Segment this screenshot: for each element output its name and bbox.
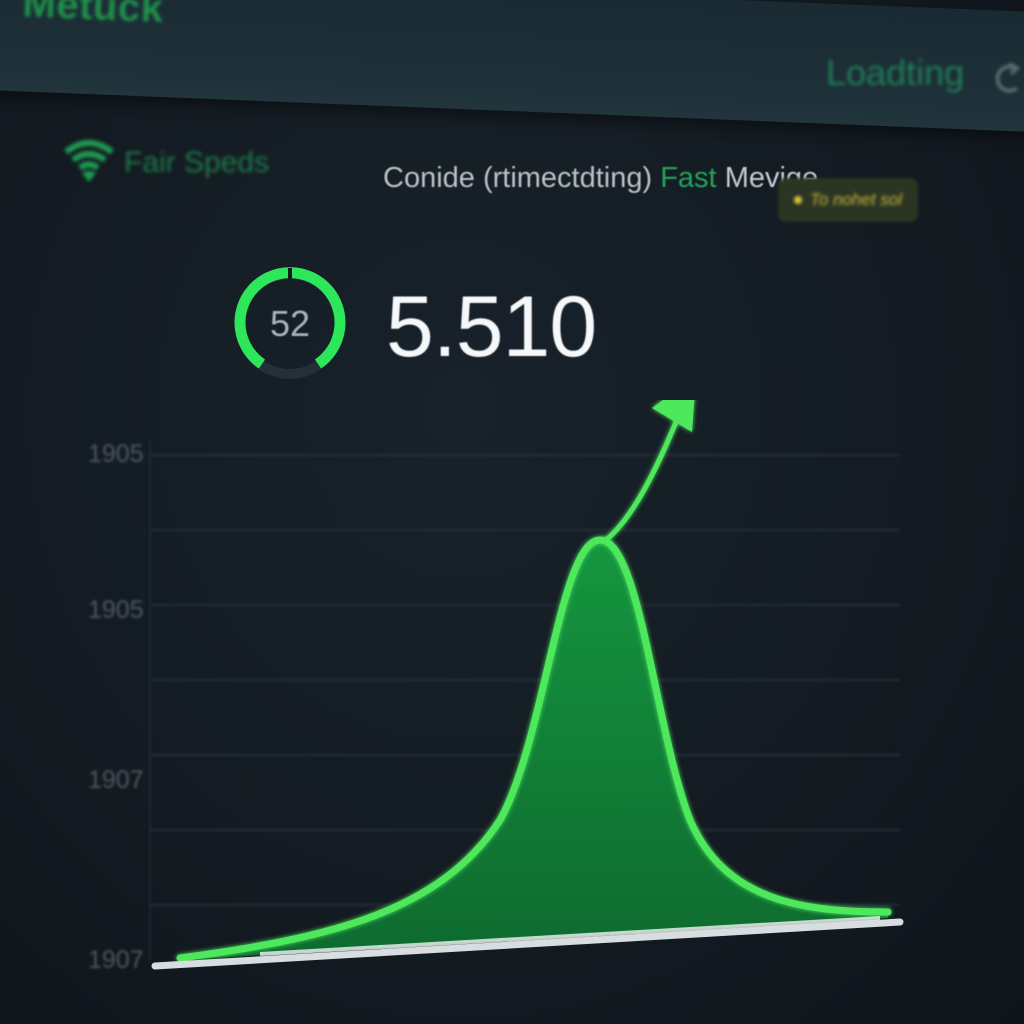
speed-value: 5.510 bbox=[386, 279, 597, 375]
speed-chart: 1905 1905 1907 1907 bbox=[88, 400, 904, 974]
y-tick-label: 1905 bbox=[88, 596, 144, 624]
fast-label: Fast bbox=[660, 162, 717, 194]
notice-dot-icon bbox=[794, 196, 802, 204]
y-axis-labels: 1905 1905 1907 1907 bbox=[88, 440, 144, 974]
wifi-icon bbox=[64, 140, 114, 182]
baseline bbox=[151, 918, 904, 970]
gauge-ring bbox=[234, 267, 346, 379]
trend-arrow-icon bbox=[603, 400, 695, 543]
connection-description: Conide (rtimectdting) bbox=[383, 162, 653, 194]
notice-text: To nohet sol bbox=[810, 190, 902, 209]
speed-gauge: 52 bbox=[230, 264, 350, 384]
y-tick-label: 1907 bbox=[88, 766, 144, 794]
app-title: Metuck bbox=[21, 0, 165, 31]
connection-status-line: Conide (rtimectdting) Fast Mevige bbox=[383, 162, 818, 195]
y-tick-label: 1905 bbox=[88, 440, 144, 468]
baseline-highlight bbox=[259, 916, 881, 956]
gauge-value: 52 bbox=[269, 303, 311, 344]
area-line bbox=[176, 536, 892, 962]
connection-quality-label: Fair Speds bbox=[124, 146, 270, 179]
refresh-icon[interactable] bbox=[993, 60, 1023, 100]
notice-badge[interactable]: To nohet sol bbox=[778, 178, 918, 222]
loading-status: Loadting bbox=[826, 52, 965, 93]
y-tick-label: 1907 bbox=[88, 946, 144, 974]
